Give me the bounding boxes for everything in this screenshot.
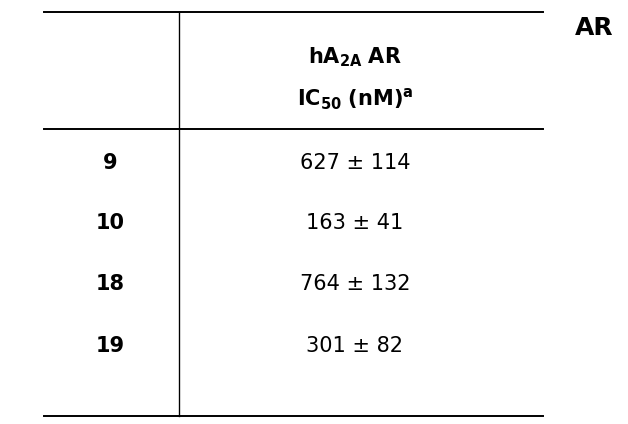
Text: 163 ± 41: 163 ± 41 — [306, 212, 403, 233]
Text: 627 ± 114: 627 ± 114 — [300, 153, 410, 173]
Text: 19: 19 — [95, 335, 124, 356]
Text: AR: AR — [575, 16, 614, 39]
Text: 9: 9 — [102, 153, 117, 173]
Text: $\mathbf{hA_{2A}}$ $\mathbf{AR}$: $\mathbf{hA_{2A}}$ $\mathbf{AR}$ — [308, 45, 402, 69]
Text: 764 ± 132: 764 ± 132 — [300, 274, 410, 294]
Text: 10: 10 — [95, 212, 124, 233]
Text: 18: 18 — [95, 274, 124, 294]
Text: 301 ± 82: 301 ± 82 — [306, 335, 403, 356]
Text: $\mathbf{IC_{50}}$ $\mathbf{(nM)^a}$: $\mathbf{IC_{50}}$ $\mathbf{(nM)^a}$ — [296, 87, 413, 112]
